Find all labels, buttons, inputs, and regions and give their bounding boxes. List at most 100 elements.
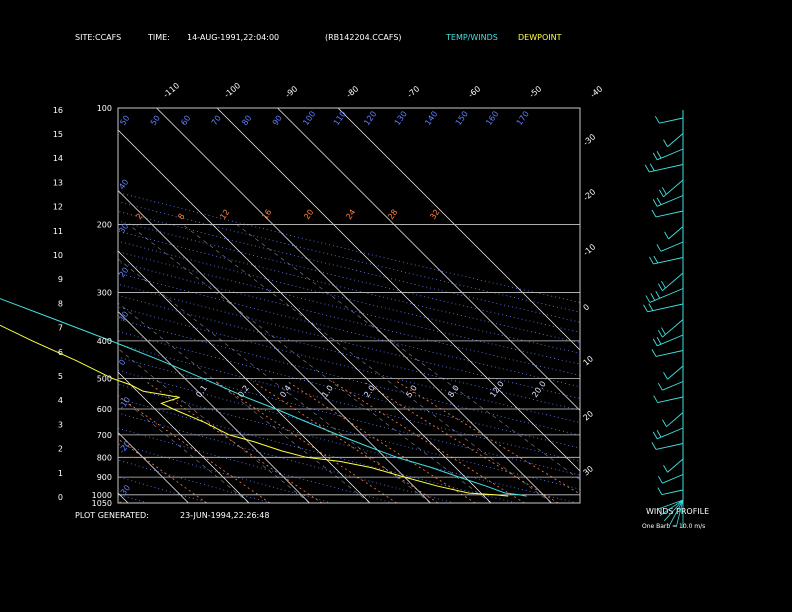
isotherm — [118, 129, 492, 503]
grid-layer — [0, 107, 581, 504]
pressure-label: 800 — [97, 453, 112, 462]
mixing-ratio-line — [118, 438, 207, 503]
winds-layer — [643, 110, 684, 528]
dry-adiabat-label: 50 — [118, 114, 131, 128]
moist-label: 8.0 — [446, 384, 461, 400]
plot-generated-label: PLOT GENERATED: — [75, 511, 149, 520]
wind-barb-flag — [662, 419, 667, 427]
dry-adiabat — [118, 370, 580, 490]
wind-barb-low — [656, 499, 684, 510]
moist-adiabat — [128, 224, 492, 503]
wind-barb-flag — [652, 152, 658, 161]
wind-barb-flag — [648, 303, 654, 311]
height-km-label: 8 — [58, 299, 63, 308]
isotherm-label-top: -80 — [345, 84, 361, 99]
pressure-label: 900 — [97, 473, 112, 482]
moist-adiabat — [118, 258, 431, 503]
mixing-ratio-label: 16 — [260, 208, 273, 222]
dry-adiabat-label: 120 — [362, 109, 378, 127]
wind-barb — [668, 226, 684, 240]
wind-barb — [649, 164, 684, 173]
temperature-line — [0, 298, 527, 497]
winds-profile-note: One Barb = 10.0 m/s — [642, 523, 706, 530]
isotherm — [0, 108, 7, 503]
dry-adiabat — [118, 261, 580, 376]
isotherm — [216, 108, 580, 472]
dry-adiabat — [118, 331, 580, 449]
label-layer: 1002003004005006007008009001000105001234… — [53, 81, 604, 508]
mixing-ratio-line — [215, 381, 397, 503]
pressure-label: 500 — [97, 374, 112, 383]
dry-adiabat-label: 50 — [149, 114, 162, 128]
dry-adiabat-label: 140 — [423, 109, 439, 127]
isotherm — [118, 311, 310, 503]
wind-barb-low — [663, 499, 684, 522]
file-name: (RB142204.CCAFS) — [325, 33, 402, 42]
pressure-label: 400 — [97, 337, 112, 346]
wind-barb — [647, 303, 684, 313]
dry-adiabat-label: 150 — [454, 109, 470, 127]
isotherm-label-top: -70 — [406, 84, 422, 99]
pressure-label: 1000 — [92, 491, 112, 500]
isotherm-label-top: -50 — [528, 84, 544, 99]
isotherm-label-right: 20 — [582, 409, 596, 422]
wind-barb — [663, 179, 684, 198]
dry-adiabat-label: 100 — [301, 109, 317, 127]
mixing-ratio-label: 2 — [134, 212, 144, 221]
wind-barb-flag — [656, 197, 662, 205]
dry-adiabat-label: 60 — [179, 114, 192, 128]
dry-adiabat — [118, 306, 580, 423]
site-label: SITE: — [75, 33, 96, 42]
legend-dewpoint: DEWPOINT — [518, 33, 562, 42]
dry-adiabat-label: 90 — [271, 114, 284, 128]
pressure-label: 600 — [97, 405, 112, 414]
wind-barb-flag — [661, 327, 666, 335]
wind-barb-flag — [663, 372, 668, 380]
wind-barb — [657, 396, 684, 403]
wind-barb — [655, 210, 684, 218]
isotherm-label-right: -30 — [582, 132, 598, 147]
wind-barb — [666, 412, 684, 427]
dry-adiabat-label: 130 — [393, 109, 409, 127]
wind-barb-flag — [645, 295, 651, 303]
moist-label: 1.0 — [320, 384, 335, 400]
wind-barb — [655, 443, 684, 450]
height-km-label: 12 — [53, 203, 63, 212]
wind-barb — [662, 474, 684, 484]
wind-barb-low — [675, 499, 684, 528]
height-km-label: 3 — [58, 420, 63, 429]
dry-adiabat — [0, 108, 25, 503]
wind-barb-flag — [656, 429, 662, 438]
moist-label: 20.0 — [530, 379, 548, 399]
time-label: TIME: — [148, 33, 170, 42]
left-dry-label: 10 — [117, 310, 130, 324]
left-dry-label: 0 — [117, 358, 127, 367]
wind-barb — [649, 288, 684, 303]
dry-adiabat-label: 110 — [332, 109, 348, 127]
height-km-label: 5 — [58, 372, 63, 381]
wind-barb-flag — [656, 150, 662, 159]
moist-adiabat — [118, 302, 371, 503]
wind-barb-flag — [651, 209, 657, 218]
moist-label: 0.4 — [278, 384, 293, 400]
wind-barb — [667, 133, 684, 148]
wind-barb-flag — [661, 280, 666, 289]
dry-adiabat — [118, 343, 580, 462]
wind-barb-flag — [656, 336, 662, 345]
wind-barb — [667, 365, 684, 380]
wind-barb-flag — [661, 187, 667, 195]
dry-adiabat — [118, 356, 580, 476]
height-km-label: 11 — [53, 227, 63, 236]
wind-barb — [667, 458, 684, 473]
wind-barb — [659, 117, 684, 124]
moist-adiabat — [118, 395, 250, 503]
dry-adiabat — [118, 383, 578, 503]
isotherm-label-top: -110 — [162, 81, 182, 100]
dry-adiabat — [118, 220, 580, 333]
height-km-label: 16 — [53, 106, 63, 115]
dry-adiabat — [118, 251, 580, 365]
isotherm-label-right: -10 — [582, 242, 598, 257]
plot-area — [0, 108, 580, 503]
wind-barb-flag — [652, 199, 658, 207]
wind-barb-low — [669, 499, 684, 525]
